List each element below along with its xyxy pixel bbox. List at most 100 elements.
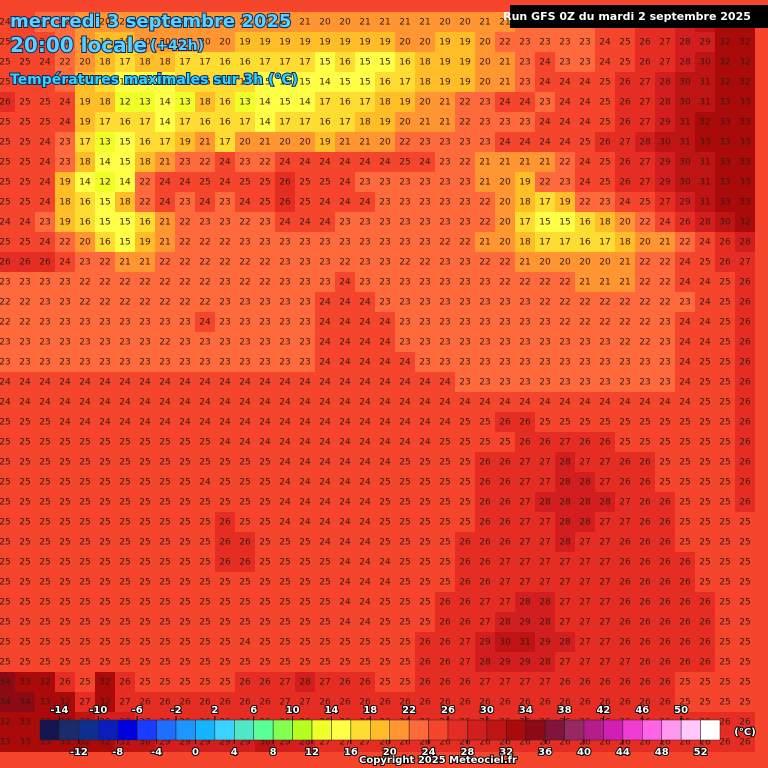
cell-value: 24	[219, 418, 231, 428]
cell-value: 25	[739, 698, 750, 708]
cell	[595, 72, 615, 92]
cell-value: 26	[619, 638, 631, 648]
cell	[175, 72, 195, 92]
cell	[535, 172, 555, 192]
cell-value: 24	[499, 98, 511, 108]
cell	[15, 112, 35, 132]
cell-value: 24	[439, 398, 451, 408]
cell-value: 23	[459, 258, 470, 268]
cell	[635, 32, 655, 52]
cell-value: 24	[359, 398, 371, 408]
cell-value: 25	[679, 498, 690, 508]
legend-tick-label: 30	[480, 705, 494, 716]
cell	[155, 192, 175, 212]
cell	[115, 32, 135, 52]
cell-value: 30	[499, 638, 511, 648]
cell-value: 31	[699, 78, 710, 88]
cell-value: 25	[379, 658, 390, 668]
cell	[115, 12, 135, 32]
cell	[555, 252, 575, 272]
cell-value: 18	[79, 158, 91, 168]
cell	[215, 12, 235, 32]
cell-value: 21	[479, 18, 490, 28]
cell	[235, 192, 255, 212]
cell	[395, 232, 415, 252]
cell-value: 24	[39, 158, 51, 168]
cell-value: 22	[579, 318, 590, 328]
cell	[255, 132, 275, 152]
cell	[155, 352, 175, 372]
cell	[215, 312, 235, 332]
cell	[635, 152, 655, 172]
cell	[475, 52, 495, 72]
cell	[15, 72, 35, 92]
cell-value: 25	[459, 418, 470, 428]
cell	[495, 172, 515, 192]
legend-tick-label: -6	[132, 705, 143, 716]
cell	[75, 152, 95, 172]
cell-value: 25	[159, 438, 170, 448]
cell-value: 25	[179, 478, 190, 488]
cell	[215, 32, 235, 52]
cell-value: 24	[339, 458, 351, 468]
legend-tick-label: 26	[441, 705, 455, 716]
cell-value: 32	[699, 118, 710, 128]
cell-value: 25	[399, 158, 410, 168]
cell	[715, 72, 735, 92]
cell	[115, 172, 135, 192]
cell	[475, 72, 495, 92]
cell-value: 24	[179, 398, 191, 408]
cell-value: 26	[639, 498, 651, 508]
cell-value: 26	[679, 218, 691, 228]
cell	[735, 312, 755, 332]
cell	[355, 152, 375, 172]
cell-value: 17	[279, 118, 290, 128]
cell-value: 33	[719, 118, 730, 128]
cell	[375, 252, 395, 272]
cell	[315, 132, 335, 152]
cell-value: 25	[179, 618, 190, 628]
cell-value: 18	[419, 58, 431, 68]
cell-value: 27	[599, 518, 610, 528]
cell	[615, 192, 635, 212]
cell	[195, 72, 215, 92]
cell-value: 24	[319, 498, 331, 508]
cell	[35, 272, 55, 292]
cell	[35, 52, 55, 72]
cell-value: 25	[119, 578, 130, 588]
cell	[75, 12, 95, 32]
cell-value: 24	[379, 418, 391, 428]
cell-value: 28	[539, 498, 551, 508]
cell	[515, 332, 535, 352]
cell-value: 23	[359, 258, 370, 268]
cell-value: 16	[399, 58, 411, 68]
cell-value: 25	[119, 478, 130, 488]
cell	[575, 192, 595, 212]
cell	[115, 192, 135, 212]
cell-value: 25	[179, 458, 190, 468]
cell-value: 25	[19, 598, 30, 608]
cell	[395, 92, 415, 112]
cell-value: 25	[379, 618, 390, 628]
cell	[0, 152, 15, 172]
cell-value: 25	[79, 618, 90, 628]
cell-value: 25	[659, 458, 670, 468]
legend-swatch	[311, 719, 332, 741]
cell-value: 12	[99, 178, 110, 188]
cell	[355, 352, 375, 372]
cell	[195, 232, 215, 252]
cell	[475, 32, 495, 52]
cell	[355, 112, 375, 132]
cell	[595, 312, 615, 332]
cell-value: 25	[139, 558, 150, 568]
cell	[495, 52, 515, 72]
cell-value: 25	[0, 438, 11, 448]
cell-value: 27	[639, 158, 650, 168]
cell-value: 25	[259, 538, 270, 548]
cell-value: 25	[459, 478, 470, 488]
cell	[135, 32, 155, 52]
cell	[215, 112, 235, 132]
cell	[115, 152, 135, 172]
cell	[615, 32, 635, 52]
cell	[715, 152, 735, 172]
